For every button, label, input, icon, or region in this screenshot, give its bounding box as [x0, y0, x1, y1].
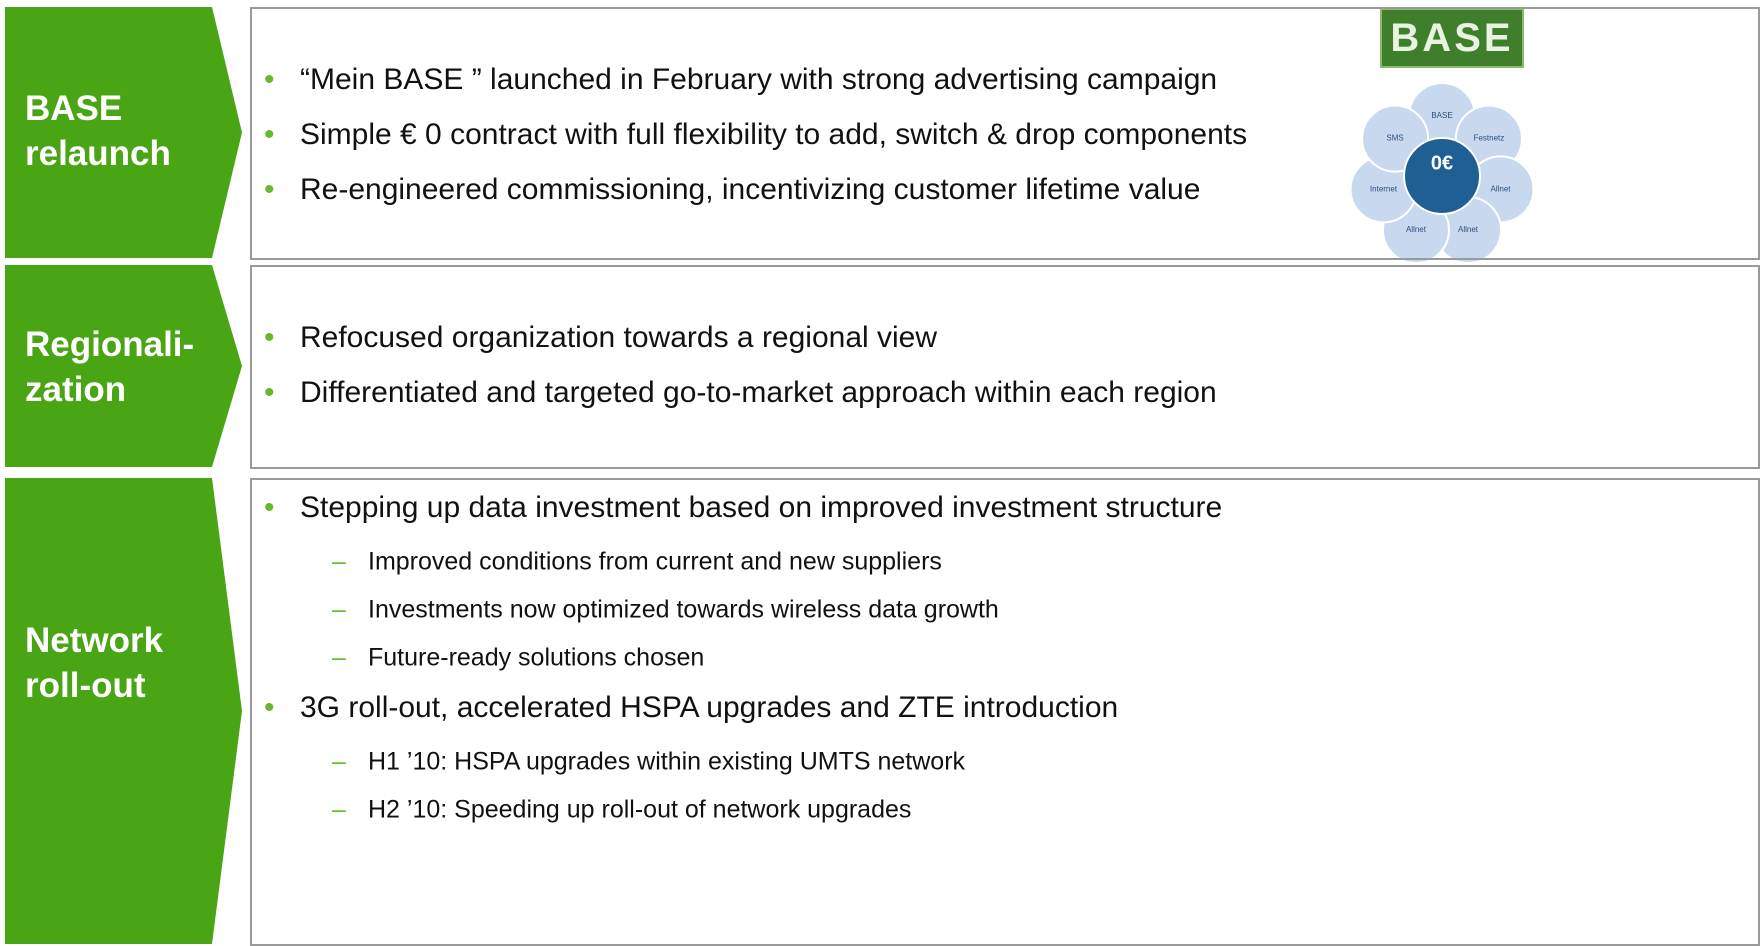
sub-bullet-text: Future-ready solutions chosen: [368, 644, 704, 673]
chevron: [5, 7, 242, 258]
bullet-text: Differentiated and targeted go-to-market…: [300, 376, 1217, 410]
row-label: BASE: [25, 89, 122, 129]
bullet-dot: •: [264, 691, 275, 725]
bullet-text: Stepping up data investment based on imp…: [300, 491, 1222, 525]
bullet-dot: •: [264, 118, 275, 152]
sub-bullet-text: Improved conditions from current and new…: [368, 548, 942, 577]
row-label: Network: [25, 621, 163, 661]
bullet-dot: •: [264, 376, 275, 410]
bullet-dot: •: [264, 321, 275, 355]
row-label: zation: [25, 370, 126, 410]
row-label: Regionali-: [25, 325, 194, 365]
chevron: [5, 265, 242, 467]
sub-dash: –: [332, 796, 346, 825]
sub-dash: –: [332, 748, 346, 777]
bullet-text: Re-engineered commissioning, incentivizi…: [300, 173, 1200, 207]
sub-dash: –: [332, 548, 346, 577]
sub-dash: –: [332, 644, 346, 673]
sub-bullet-text: Investments now optimized towards wirele…: [368, 596, 999, 625]
row-label: relaunch: [25, 134, 171, 174]
bullet-text: Refocused organization towards a regiona…: [300, 321, 937, 355]
slide: BASEFestnetzAllnetAllnetAllnetInternetSM…: [0, 0, 1764, 944]
bullet-text: Simple € 0 contract with full flexibilit…: [300, 118, 1247, 152]
bullet-dot: •: [264, 491, 275, 525]
sub-bullet-text: H2 ’10: Speeding up roll-out of network …: [368, 796, 911, 825]
sub-dash: –: [332, 596, 346, 625]
bullet-dot: •: [264, 63, 275, 97]
row-label: roll-out: [25, 666, 146, 706]
content-box: [250, 265, 1760, 469]
sub-bullet-text: H1 ’10: HSPA upgrades within existing UM…: [368, 748, 965, 777]
chevron: [5, 478, 242, 944]
bullet-dot: •: [264, 173, 275, 207]
bullet-text: 3G roll-out, accelerated HSPA upgrades a…: [300, 691, 1118, 725]
bullet-text: “Mein BASE ” launched in February with s…: [300, 63, 1217, 97]
